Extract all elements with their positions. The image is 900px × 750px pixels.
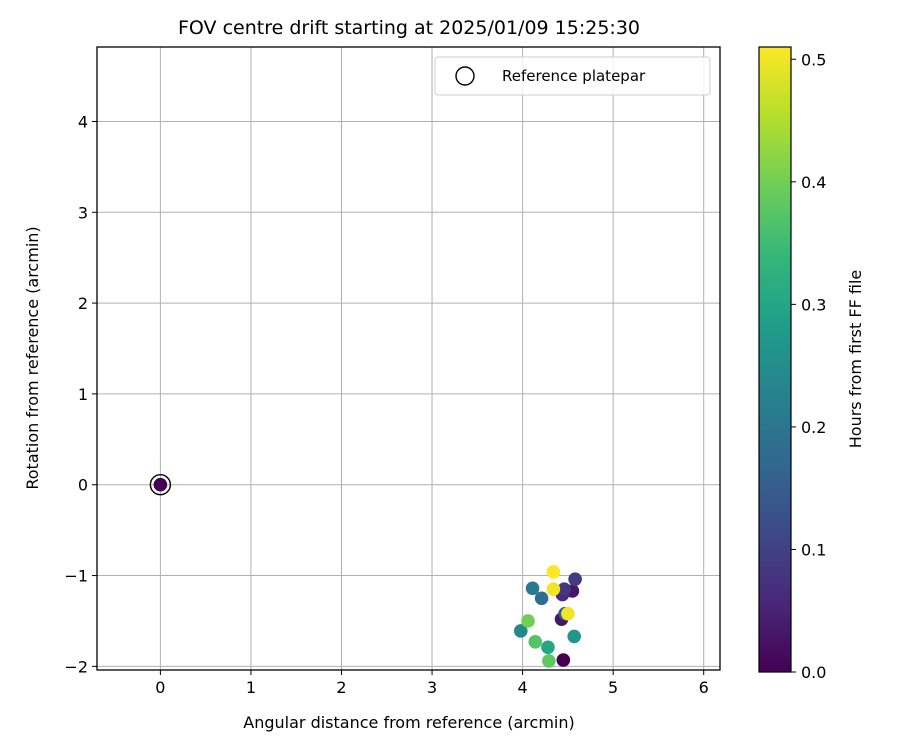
colorbar-tick-label: 0.3 (801, 295, 826, 314)
y-tick-label: 1 (78, 385, 88, 404)
legend-box (434, 56, 711, 96)
colorbar-tick-label: 0.2 (801, 418, 826, 437)
y-tick-label: 3 (78, 203, 88, 222)
data-point (153, 477, 168, 492)
y-tick-label: −2 (64, 657, 88, 676)
data-points (149, 474, 582, 668)
y-tick-label: 4 (78, 112, 88, 131)
x-tick-label: 4 (518, 678, 528, 697)
colorbar-tick-label: 0.1 (801, 540, 826, 559)
y-tick-label: 2 (78, 294, 88, 313)
x-tick-label: 6 (699, 678, 709, 697)
data-point (541, 640, 555, 655)
y-axis-ticks: −2 −1 0 1 2 3 4 (64, 112, 97, 676)
colorbar-label: Hours from first FF file (846, 270, 865, 449)
grid-lines (97, 47, 720, 670)
colorbar-tick-label: 0.4 (801, 173, 826, 192)
y-tick-label: 0 (78, 476, 88, 495)
legend-marker-icon (455, 66, 475, 86)
data-point (561, 606, 575, 621)
x-tick-label: 2 (336, 678, 346, 697)
y-axis-label: Rotation from reference (arcmin) (23, 226, 42, 489)
legend: Reference platepar (434, 56, 711, 96)
data-point (557, 582, 572, 596)
colorbar-tick-label: 0.0 (801, 663, 826, 682)
colorbar-ticks: 0.0 0.1 0.2 0.3 0.4 0.5 (791, 50, 826, 682)
x-axis-label: Angular distance from reference (arcmin) (243, 713, 574, 732)
x-tick-label: 0 (155, 678, 165, 697)
x-tick-label: 5 (608, 678, 618, 697)
data-point (513, 624, 528, 638)
data-point (567, 629, 582, 644)
data-point (556, 653, 571, 667)
data-point (568, 572, 582, 586)
chart-title: FOV centre drift starting at 2025/01/09 … (178, 17, 640, 39)
plot-frame (96, 46, 721, 671)
x-tick-label: 3 (427, 678, 437, 697)
data-point (546, 582, 561, 596)
colorbar: 0.0 0.1 0.2 0.3 0.4 0.5 Hours from first FF f… (758, 46, 865, 682)
data-point (525, 581, 540, 596)
data-point (534, 591, 549, 606)
x-tick-label: 1 (246, 678, 256, 697)
reference-platepar-marker (149, 474, 172, 496)
data-point (528, 635, 543, 649)
data-point (542, 654, 556, 668)
colorbar-tick-label: 0.5 (801, 50, 826, 69)
x-axis-ticks: 0 1 2 3 4 5 6 (155, 670, 709, 697)
data-point (521, 614, 535, 628)
y-tick-label: −1 (64, 567, 88, 586)
legend-label-reference-platepar: Reference platepar (502, 67, 646, 85)
colorbar-gradient (758, 46, 792, 673)
data-point (546, 565, 561, 579)
